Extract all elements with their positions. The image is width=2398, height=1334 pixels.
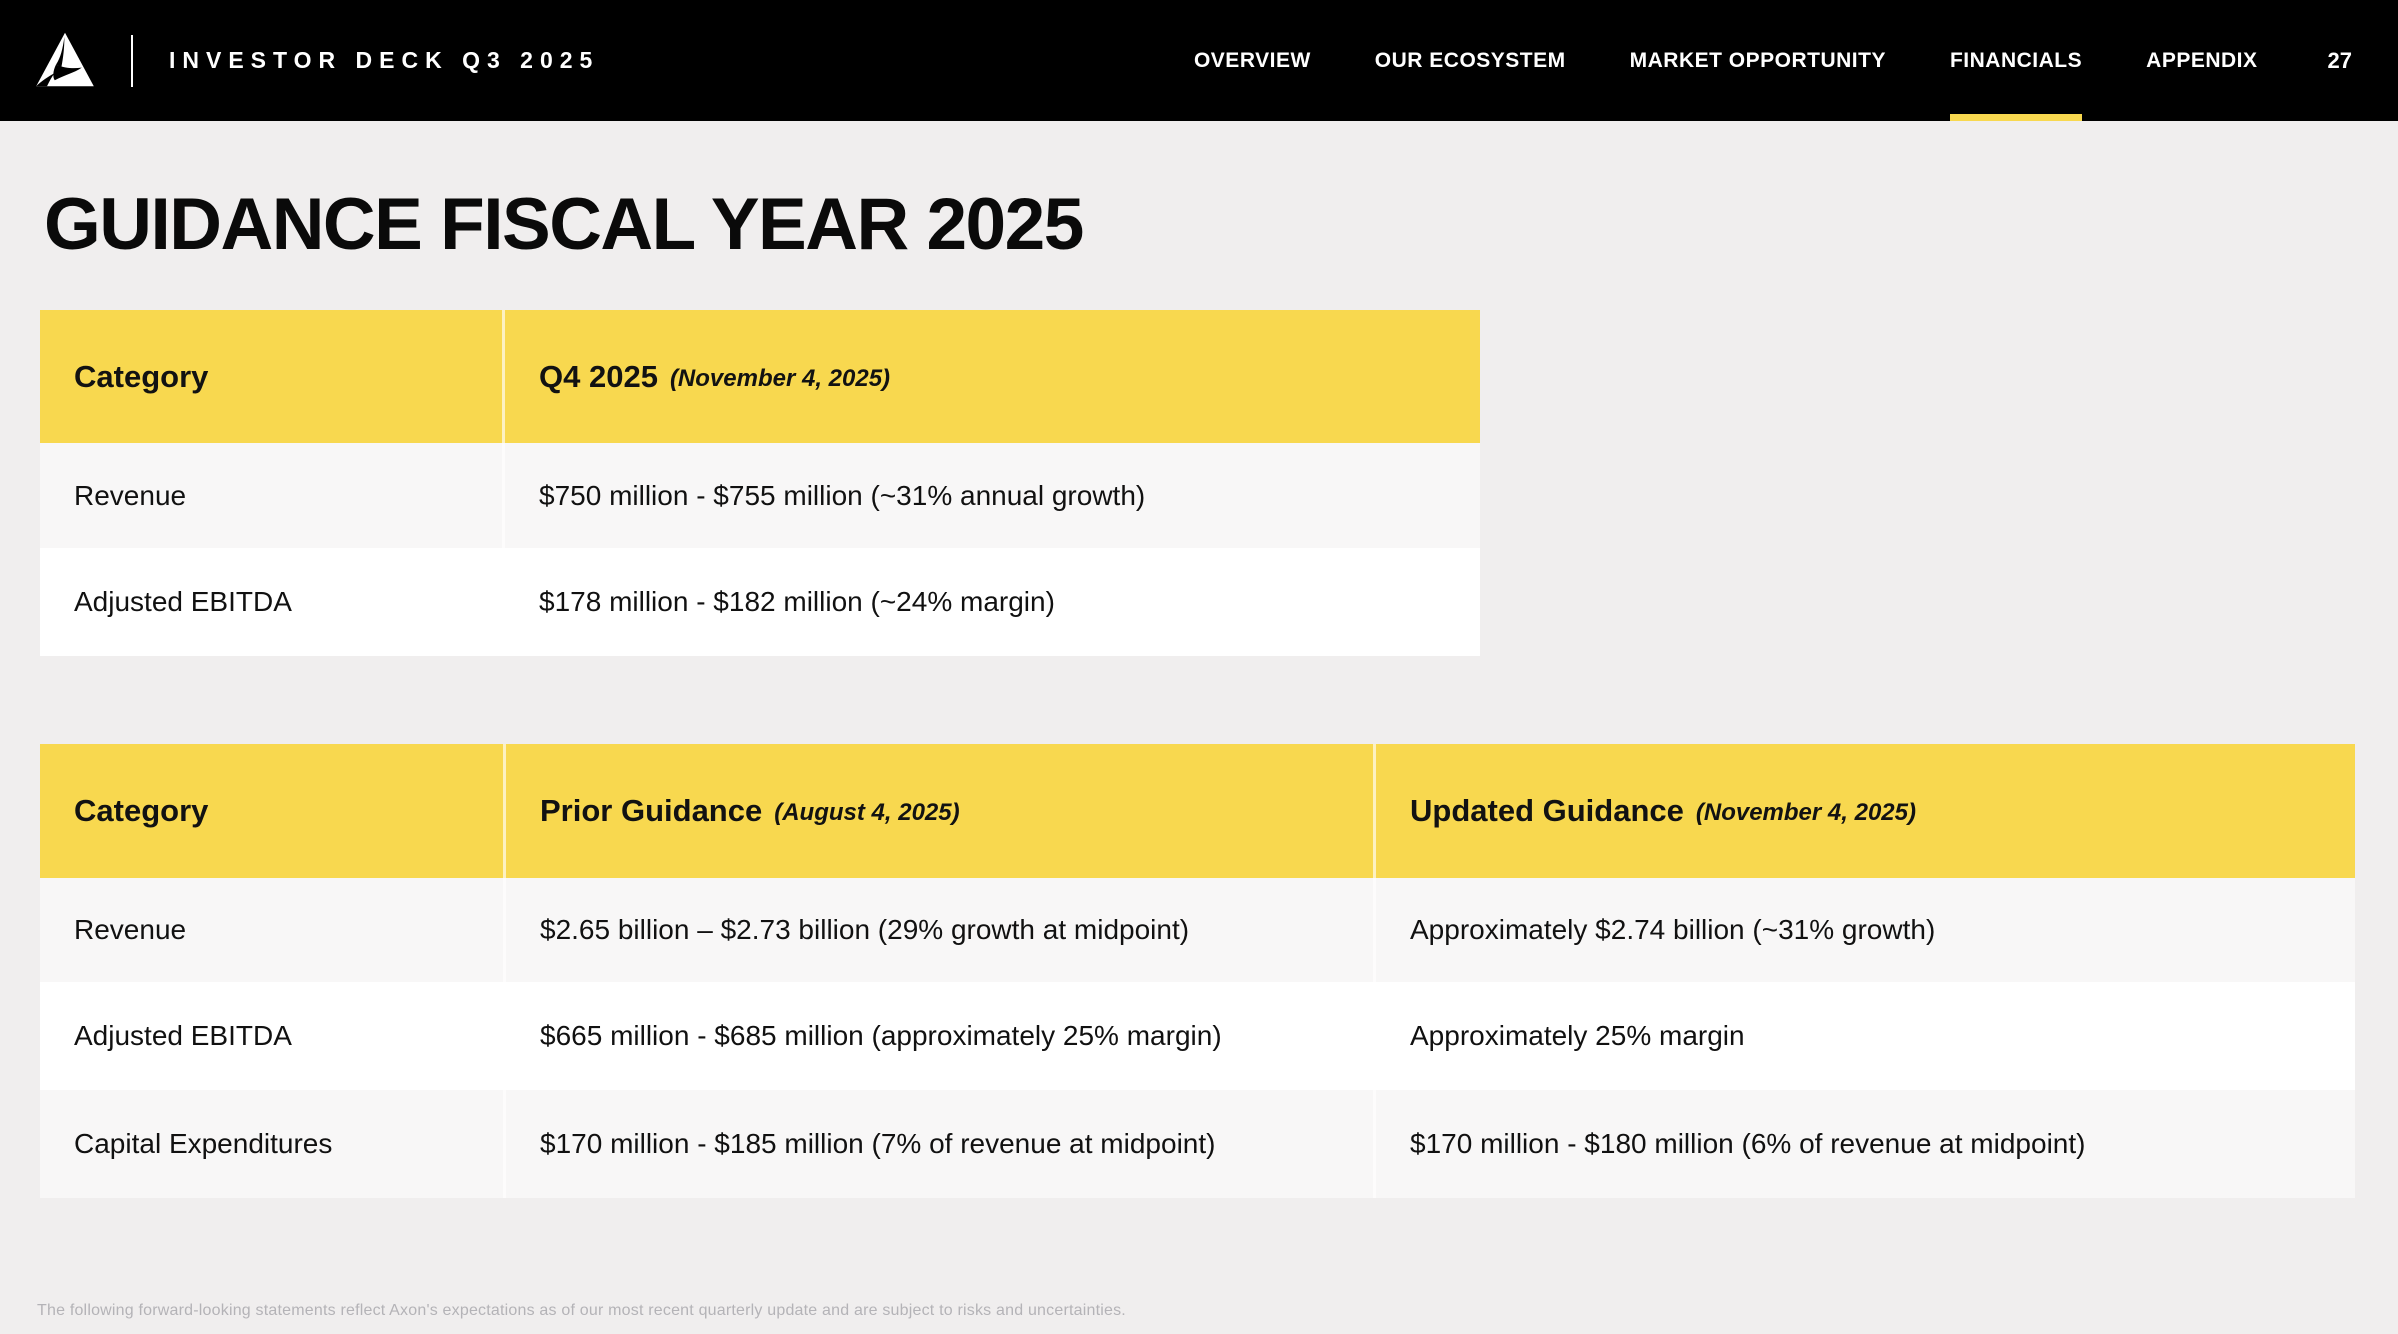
axon-logo-icon <box>36 32 94 86</box>
table-cell-category: Adjusted EBITDA <box>40 548 502 656</box>
table-cell-prior-guidance: $170 million - $185 million (7% of reven… <box>503 1090 1373 1198</box>
table-cell-prior-guidance: $2.65 billion – $2.73 billion (29% growt… <box>503 878 1373 982</box>
column-label: Updated Guidance <box>1410 793 1684 828</box>
nav-item-label: OUR ECOSYSTEM <box>1374 48 1566 72</box>
table-cell-value: $178 million - $182 million (~24% margin… <box>502 548 1480 656</box>
nav-item-label: OVERVIEW <box>1193 48 1311 72</box>
forward-looking-disclaimer: The following forward-looking statements… <box>37 1302 1126 1319</box>
nav-item-market-opportunity[interactable]: MARKET OPPORTUNITY <box>1630 0 1886 121</box>
column-label: Category <box>74 358 209 394</box>
table-header-cell: Updated Guidance (November 4, 2025) <box>1373 744 2355 878</box>
column-label: Q4 2025 <box>539 358 658 394</box>
brand-divider <box>131 34 133 87</box>
table-header-cell: Category <box>40 310 502 443</box>
nav-item-appendix[interactable]: APPENDIX <box>2146 0 2257 121</box>
nav-item-label: FINANCIALS <box>1949 48 2083 72</box>
table-cell-updated-guidance: Approximately 25% margin <box>1373 982 2355 1090</box>
active-tab-underline <box>1949 114 2083 121</box>
column-date-note: (November 4, 2025) <box>1695 799 1916 826</box>
table-header-cell: Category <box>40 744 503 878</box>
page-title: GUIDANCE FISCAL YEAR 2025 <box>44 184 1084 265</box>
table-cell-category: Revenue <box>40 878 503 982</box>
main-nav: OVERVIEW OUR ECOSYSTEM MARKET OPPORTUNIT… <box>1194 0 2398 121</box>
brand: INVESTOR DECK Q3 2025 <box>0 0 599 121</box>
column-label: Prior Guidance <box>540 793 763 828</box>
nav-item-financials[interactable]: FINANCIALS <box>1949 0 2083 121</box>
brand-title: INVESTOR DECK Q3 2025 <box>169 47 600 73</box>
q4-guidance-table: Category Q4 2025 (November 4, 2025) Reve… <box>40 310 1480 656</box>
table-header-cell: Prior Guidance (August 4, 2025) <box>503 744 1373 878</box>
column-label: Category <box>74 793 209 828</box>
table-cell-category: Revenue <box>40 443 502 548</box>
table-cell-updated-guidance: $170 million - $180 million (6% of reven… <box>1373 1090 2355 1198</box>
table-cell-category: Adjusted EBITDA <box>40 982 503 1090</box>
column-date-note: (August 4, 2025) <box>774 799 960 826</box>
nav-item-label: APPENDIX <box>2146 48 2258 72</box>
table-cell-prior-guidance: $665 million - $685 million (approximate… <box>503 982 1373 1090</box>
top-nav-bar: INVESTOR DECK Q3 2025 OVERVIEW OUR ECOSY… <box>0 0 2398 121</box>
column-date-note: (November 4, 2025) <box>669 364 891 392</box>
nav-item-label: MARKET OPPORTUNITY <box>1629 48 1886 72</box>
table-header-cell: Q4 2025 (November 4, 2025) <box>502 310 1480 443</box>
table-cell-updated-guidance: Approximately $2.74 billion (~31% growth… <box>1373 878 2355 982</box>
nav-item-our-ecosystem[interactable]: OUR ECOSYSTEM <box>1375 0 1566 121</box>
page-number: 27 <box>2327 47 2352 73</box>
table-cell-value: $750 million - $755 million (~31% annual… <box>502 443 1480 548</box>
table-cell-category: Capital Expenditures <box>40 1090 503 1198</box>
fy-guidance-table: Category Prior Guidance (August 4, 2025)… <box>40 744 2355 1198</box>
nav-item-overview[interactable]: OVERVIEW <box>1194 0 1311 121</box>
